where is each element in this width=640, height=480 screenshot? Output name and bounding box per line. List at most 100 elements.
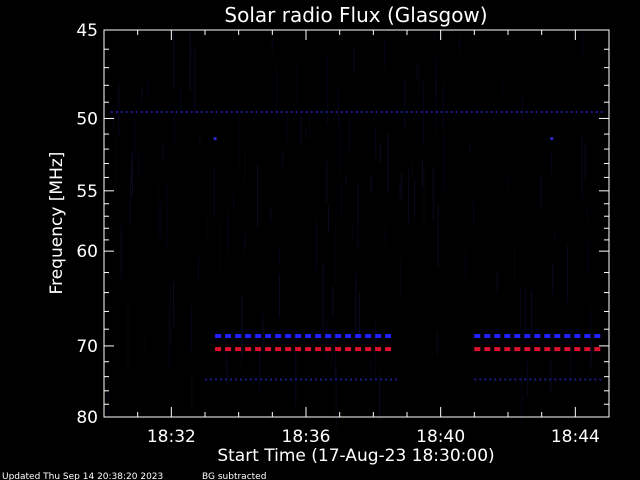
band-segment [375, 347, 382, 352]
noise-streak [238, 112, 240, 167]
band-segment [255, 334, 262, 338]
band-segment [535, 111, 538, 113]
noise-streak [437, 203, 439, 268]
band-segment [385, 334, 392, 338]
band-segment [275, 111, 278, 113]
noise-streak [472, 200, 474, 225]
band-segment [410, 111, 413, 113]
band-segment [220, 111, 223, 113]
band-segment [390, 111, 393, 113]
band-segment [570, 111, 573, 113]
band-segment [460, 111, 463, 113]
band-segment [594, 334, 601, 338]
noise-streak [408, 169, 410, 225]
band-segment [320, 378, 322, 381]
noise-streak [226, 359, 228, 384]
band-segment [589, 378, 592, 381]
band-segment [574, 347, 581, 352]
band-segment [504, 347, 511, 352]
x-axis-ticks: 18:32 18:36 18:40 18:44 [137, 30, 600, 447]
band-segment [489, 378, 492, 381]
band-segment [165, 111, 168, 113]
band-segment [250, 378, 252, 381]
y-tick-label: 45 [76, 21, 98, 41]
noise-streak [337, 84, 339, 124]
band-segment [509, 378, 512, 381]
band-segment [295, 334, 302, 338]
band-segment [340, 378, 342, 381]
noise-streak [305, 128, 307, 139]
footer-note: BG subtracted [202, 472, 266, 480]
band-segment [500, 111, 503, 113]
band-segment [470, 111, 473, 113]
noise-streak [552, 263, 554, 295]
band-segment [400, 111, 403, 113]
chart-title: Solar radio Flux (Glasgow) [224, 3, 487, 27]
band-segment [145, 111, 148, 113]
noise-streak [502, 77, 504, 98]
band-segment [240, 111, 243, 113]
noise-streak [332, 286, 334, 317]
band-segment [230, 378, 232, 381]
band-segment [305, 378, 307, 381]
band-segment [435, 111, 438, 113]
band-segment [425, 111, 428, 113]
band-segment [595, 111, 598, 113]
band-segment [230, 111, 233, 113]
noise-streak [257, 164, 258, 229]
y-axis-ticks: 45 50 55 60 70 80 [76, 21, 609, 428]
noise-streak [423, 167, 425, 228]
band-segment [350, 111, 353, 113]
band-segment [240, 378, 242, 381]
band-segment [540, 111, 543, 113]
band-segment [395, 111, 398, 113]
noise-streak [411, 163, 413, 179]
band-segment [465, 111, 468, 113]
band-segment [575, 111, 578, 113]
noise-streak [465, 251, 467, 278]
band-segment [225, 378, 227, 381]
band-segment [539, 378, 542, 381]
band-segment [490, 111, 493, 113]
band-segment [270, 378, 272, 381]
band-segment [485, 111, 488, 113]
noise-streak [173, 34, 174, 90]
noise-streak [508, 173, 510, 189]
noise-streak [239, 361, 241, 373]
noise-streak [244, 152, 246, 182]
band-segment [440, 111, 443, 113]
noise-streak [173, 281, 175, 327]
band-segment [584, 378, 587, 381]
band-segment [455, 111, 458, 113]
band-segment [480, 111, 483, 113]
band-segment [564, 378, 567, 381]
band-segment [544, 347, 551, 352]
noise-streak [384, 226, 386, 245]
band-segment [235, 347, 242, 352]
noise-streak [433, 32, 435, 44]
band-segment [210, 378, 212, 381]
noise-streak [328, 220, 329, 232]
band-segment [315, 334, 322, 338]
band-segment [345, 111, 348, 113]
noise-streak [581, 135, 583, 199]
band-segment [280, 111, 283, 113]
noise-streak [514, 243, 516, 286]
band-segment [554, 334, 561, 338]
band-segment [559, 378, 562, 381]
band-segment [280, 378, 282, 381]
band-segment [335, 334, 342, 338]
band-segment [365, 111, 368, 113]
band-segment [514, 347, 521, 352]
band-segment [315, 347, 322, 352]
band-segment [235, 334, 242, 338]
band-segment [335, 111, 338, 113]
band-segment [365, 347, 372, 352]
noise-streak [399, 259, 401, 299]
band-segment [150, 111, 153, 113]
noise-streak [191, 306, 193, 351]
band-segment [215, 347, 222, 352]
noise-streak [278, 248, 280, 265]
band-segment [395, 378, 397, 381]
